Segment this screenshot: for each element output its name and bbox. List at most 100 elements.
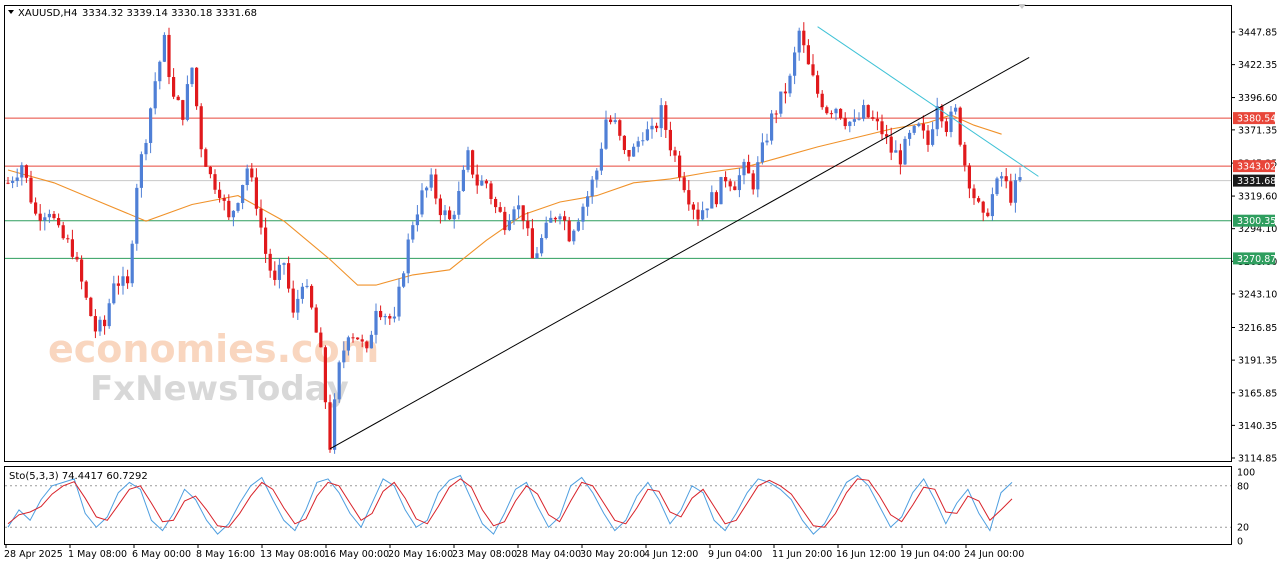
candle-body xyxy=(668,129,672,151)
x-tick-label: 9 Jun 04:00 xyxy=(708,549,762,560)
candle-body xyxy=(15,177,19,181)
candle-body xyxy=(328,402,332,450)
candle-body xyxy=(540,237,544,254)
candle-body xyxy=(222,197,226,201)
x-tick-label: 28 May 04:00 xyxy=(516,549,581,560)
candle-body xyxy=(61,225,65,239)
y-tick-label: 3319.60 xyxy=(1238,192,1277,203)
candle-body xyxy=(457,191,461,215)
candle-body xyxy=(645,129,649,141)
candle-body xyxy=(526,220,530,229)
main-chart-frame xyxy=(4,5,1232,462)
candle-body xyxy=(369,334,373,349)
candle-body xyxy=(618,120,622,136)
candle-body xyxy=(291,288,295,313)
candle-body xyxy=(411,225,415,240)
candle-body xyxy=(613,120,617,123)
descending-trendline[interactable] xyxy=(817,26,1039,177)
candle-body xyxy=(236,203,240,211)
candle-body xyxy=(296,298,300,313)
x-tick-label: 13 May 08:00 xyxy=(260,549,325,560)
candle-body xyxy=(47,213,51,218)
y-tick-label: 3243.10 xyxy=(1238,289,1277,300)
candle-body xyxy=(1018,177,1022,181)
y-tick-label: 3191.35 xyxy=(1238,356,1277,367)
candle-body xyxy=(484,180,488,184)
scroll-marker-icon[interactable] xyxy=(1018,4,1026,9)
level-label-box xyxy=(1233,174,1275,187)
candle-body xyxy=(323,347,327,403)
candle-body xyxy=(760,142,764,163)
candle-body xyxy=(144,142,148,155)
candle-body xyxy=(963,144,967,166)
candle-body xyxy=(599,148,603,171)
candle-body xyxy=(829,113,833,115)
candle-body xyxy=(503,211,507,231)
candle-body xyxy=(958,107,962,145)
candle-body xyxy=(388,316,392,319)
candle-body xyxy=(783,91,787,94)
candle-body xyxy=(714,192,718,205)
candle-body xyxy=(480,180,484,186)
candle-body xyxy=(66,238,70,240)
candle-body xyxy=(57,218,61,226)
candle-body xyxy=(944,121,948,133)
candle-body xyxy=(1004,176,1008,182)
candle-body xyxy=(507,220,511,231)
candle-body xyxy=(793,52,797,76)
stochastic-frame xyxy=(4,466,1232,545)
candle-body xyxy=(346,337,350,351)
candle-body xyxy=(93,316,97,332)
candle-body xyxy=(563,216,567,221)
candle-body xyxy=(664,105,668,130)
candle-body xyxy=(898,150,902,165)
level-label-box xyxy=(1233,252,1275,265)
y-tick-label: 3396.60 xyxy=(1238,93,1277,104)
ohlc-values: 3334.32 3339.14 3330.18 3331.68 xyxy=(82,8,257,19)
candle-body xyxy=(162,34,166,62)
candle-body xyxy=(921,123,925,131)
candle-body xyxy=(199,106,203,150)
candle-body xyxy=(448,210,452,220)
candle-body xyxy=(360,339,364,342)
candle-body xyxy=(24,165,28,178)
candle-body xyxy=(530,228,534,259)
watermark-economies: economies.com xyxy=(48,327,379,371)
candle-body xyxy=(245,168,249,185)
y-tick-label: 3371.35 xyxy=(1238,125,1277,136)
x-tick-label: 11 Jun 20:00 xyxy=(772,549,832,560)
candle-body xyxy=(461,169,465,192)
candle-body xyxy=(912,126,916,133)
candle-body xyxy=(11,180,15,183)
candle-body xyxy=(314,307,318,333)
candle-body xyxy=(875,118,879,122)
level-label-box xyxy=(1233,112,1275,125)
candle-body xyxy=(756,162,760,190)
candle-body xyxy=(949,111,953,133)
stochastic-tick-label: 80 xyxy=(1237,481,1249,492)
candle-body xyxy=(38,213,42,221)
candle-body xyxy=(130,243,134,284)
x-tick-label: 20 May 16:00 xyxy=(388,549,453,560)
candle-body xyxy=(825,107,829,114)
candle-body xyxy=(429,174,433,188)
candle-body xyxy=(995,178,999,195)
candle-body xyxy=(696,209,700,220)
candle-body xyxy=(977,198,981,202)
x-tick-label: 19 Jun 04:00 xyxy=(900,549,960,560)
candle-body xyxy=(172,77,176,97)
candle-body xyxy=(383,316,387,318)
candle-body xyxy=(908,132,912,139)
candle-body xyxy=(512,209,516,221)
candle-body xyxy=(917,123,921,127)
candle-body xyxy=(52,213,56,219)
candle-body xyxy=(420,190,424,215)
ascending-trendline[interactable] xyxy=(329,56,1030,450)
dropdown-arrow-icon[interactable] xyxy=(8,10,14,14)
candle-body xyxy=(935,106,939,130)
candle-body xyxy=(195,67,199,107)
candle-body xyxy=(153,81,157,109)
candle-body xyxy=(820,93,824,108)
